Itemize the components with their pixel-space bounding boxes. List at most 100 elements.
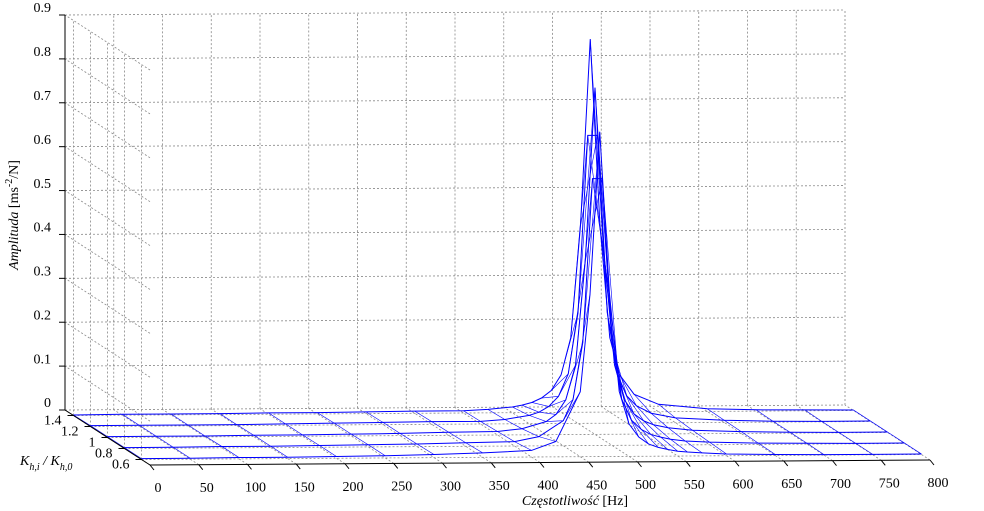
- y-label-sep: / K: [40, 454, 61, 469]
- z-tick-label: 0.3: [34, 265, 52, 280]
- grid-line: [90, 421, 871, 427]
- grid-line: [64, 321, 151, 378]
- z-tick-label: 0.9: [34, 1, 52, 16]
- cross-line: [658, 404, 727, 455]
- z-axis-label: Amplituda [ms-2/N]: [4, 160, 22, 271]
- x-tick: [393, 463, 399, 469]
- data-layer: [73, 39, 922, 460]
- grid-layer: [64, 9, 931, 466]
- x-tick: [198, 464, 204, 470]
- grid-line: [64, 58, 151, 115]
- grid-line: [844, 404, 931, 461]
- grid-line: [796, 404, 882, 461]
- x-label-unit: [Hz]: [602, 494, 628, 509]
- z-tick-label: 0.8: [34, 45, 52, 60]
- x-tick-label: 750: [879, 477, 900, 492]
- y-label-sub: h,0: [60, 462, 73, 473]
- grid-line: [503, 406, 589, 463]
- x-tick-label: 350: [489, 479, 510, 494]
- z-tick-label: 0: [44, 396, 51, 411]
- grid-line: [107, 432, 888, 438]
- z-tick-label: 0.5: [34, 177, 52, 192]
- grid-line: [64, 277, 151, 334]
- z-tick-label: 0.4: [34, 221, 52, 236]
- x-axis-label: Częstotliwość [Hz]: [522, 494, 628, 509]
- series-line: [90, 134, 871, 427]
- cross-line: [531, 131, 601, 407]
- cross-line: [633, 394, 703, 454]
- z-tick-label: 0.2: [34, 308, 52, 323]
- y-label-sub: h,i: [29, 462, 40, 473]
- x-tick: [344, 463, 350, 470]
- x-tick-label: 100: [245, 481, 266, 496]
- x-tick: [783, 460, 789, 467]
- grid-line: [64, 234, 151, 290]
- x-tick: [685, 461, 691, 467]
- series-line: [107, 87, 888, 438]
- x-tick-label: 700: [830, 477, 851, 492]
- x-label-name: Częstotliwość: [522, 494, 600, 509]
- grid-line: [64, 365, 151, 422]
- x-tick-label: 300: [440, 479, 461, 494]
- z-label-exp: -2: [4, 179, 15, 187]
- series-line: [73, 39, 854, 416]
- grid-line: [211, 408, 297, 465]
- x-tick-label: 600: [733, 477, 754, 492]
- grid-line: [64, 14, 151, 71]
- grid-line: [64, 102, 151, 159]
- grid-line: [552, 406, 638, 463]
- grid-line: [259, 408, 346, 465]
- z-tick-label: 0.6: [34, 133, 52, 148]
- x-tick: [295, 463, 301, 470]
- z-tick-label: 0.1: [34, 352, 52, 367]
- x-tick-label: 400: [538, 479, 559, 494]
- x-tick-label: 500: [635, 478, 656, 493]
- grid-line: [406, 407, 492, 464]
- y-tick-label: 1.2: [61, 425, 79, 440]
- z-label-name: Amplituda: [7, 212, 22, 271]
- y-tick-label: 1: [89, 436, 96, 451]
- x-tick-label: 0: [155, 481, 162, 496]
- x-tick: [734, 460, 740, 467]
- x-tick-label: 650: [781, 477, 802, 492]
- grid-line: [357, 407, 443, 464]
- x-tick: [247, 464, 252, 470]
- grid-line: [162, 409, 248, 465]
- x-tick: [490, 462, 496, 469]
- series-line: [141, 131, 922, 460]
- x-tick-label: 450: [586, 478, 607, 493]
- x-tick-label: 800: [928, 476, 949, 491]
- grid-line: [64, 190, 151, 246]
- y-label-k: K: [19, 454, 30, 469]
- x-tick-label: 550: [684, 478, 705, 493]
- x-tick: [442, 462, 447, 469]
- x-tick-label: 50: [200, 481, 214, 496]
- y-tick-label: 1.4: [44, 414, 62, 429]
- y-tick-label: 0.6: [112, 458, 130, 473]
- label-layer: 0 0.1 0.2 0.3 0.4 0.5 0.6 0.7 0.8 0.9 0 50 100 150 200…: [34, 1, 949, 496]
- z-tick-label: 0.7: [34, 89, 52, 104]
- z-label-unit-end: /N]: [7, 160, 22, 179]
- z-label-unit: [ms: [7, 187, 22, 208]
- cross-line: [589, 39, 659, 448]
- x-tick: [588, 461, 594, 468]
- y-axis-label: Kh,i / Kh,0: [19, 454, 72, 473]
- y-tick-label: 0.8: [95, 447, 113, 462]
- x-tick: [880, 460, 886, 466]
- x-tick: [832, 460, 837, 466]
- x-tick-label: 200: [343, 480, 364, 495]
- grid-line: [454, 407, 541, 463]
- grid-line: [747, 405, 833, 461]
- grid-line: [308, 408, 394, 464]
- grid-line: [64, 146, 151, 203]
- grid-line: [698, 405, 784, 462]
- x-tick: [149, 464, 155, 471]
- grid-line: [113, 409, 199, 466]
- cross-line: [487, 409, 556, 442]
- x-tick: [539, 462, 545, 468]
- x-tick-label: 150: [294, 480, 315, 495]
- x-tick: [929, 459, 935, 466]
- x-tick: [637, 461, 642, 468]
